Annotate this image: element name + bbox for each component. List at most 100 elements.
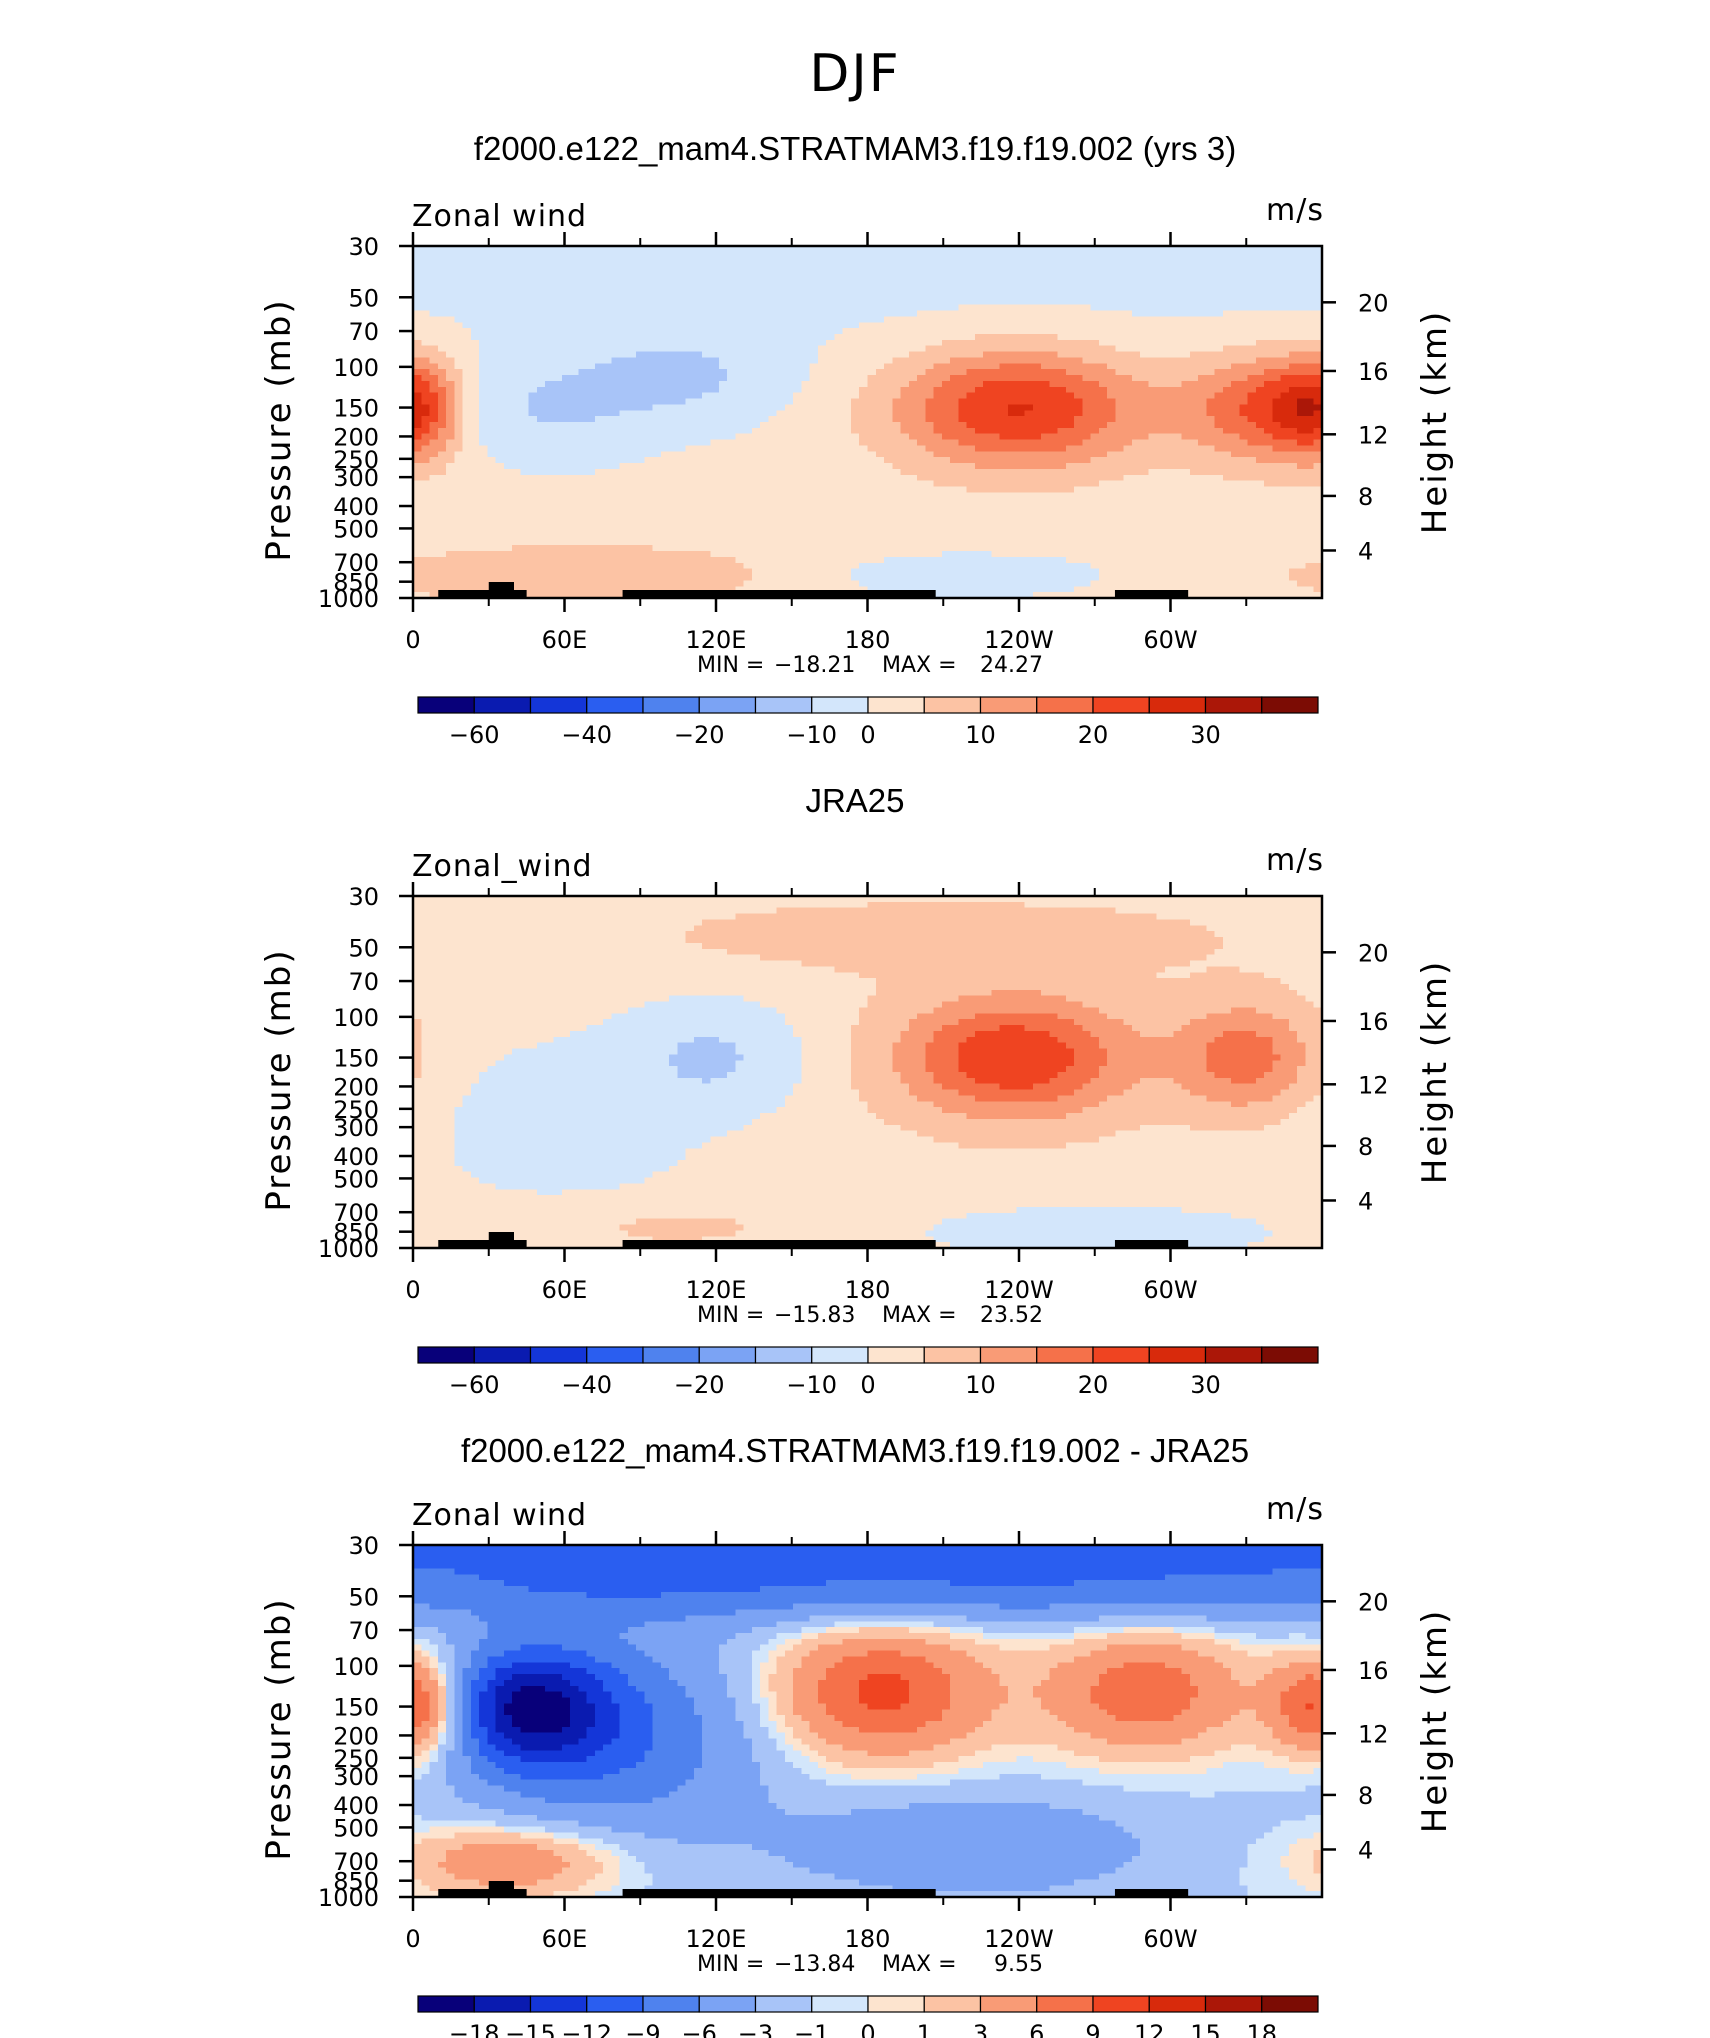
field-cell bbox=[495, 468, 505, 476]
field-cell bbox=[850, 474, 860, 482]
field-cell bbox=[669, 510, 679, 517]
field-cell bbox=[834, 292, 844, 300]
field-cell bbox=[801, 504, 811, 511]
field-cell bbox=[966, 410, 976, 417]
field-cell bbox=[545, 386, 555, 394]
field-cell bbox=[702, 398, 712, 405]
field-cell bbox=[1057, 275, 1067, 282]
field-cell bbox=[735, 287, 745, 294]
field-cell bbox=[586, 375, 596, 382]
field-cell bbox=[850, 257, 860, 265]
field-cell bbox=[743, 281, 753, 288]
field-cell bbox=[991, 246, 1001, 253]
field-cell bbox=[941, 404, 951, 411]
field-cell bbox=[1313, 410, 1323, 417]
field-cell bbox=[693, 445, 703, 452]
field-cell bbox=[1255, 257, 1265, 265]
field-cell bbox=[553, 292, 563, 300]
field-cell bbox=[1032, 369, 1042, 376]
field-cell bbox=[446, 310, 455, 317]
field-cell bbox=[1313, 504, 1323, 511]
field-cell bbox=[495, 369, 505, 376]
field-cell bbox=[784, 463, 794, 470]
field-cell bbox=[801, 457, 811, 464]
field-cell bbox=[784, 498, 794, 505]
field-cell bbox=[941, 263, 951, 271]
field-cell bbox=[884, 427, 893, 435]
field-cell bbox=[768, 404, 778, 411]
field-cell bbox=[1140, 433, 1150, 441]
field-cell bbox=[809, 328, 819, 335]
field-cell bbox=[1131, 386, 1141, 394]
field-cell bbox=[1123, 498, 1133, 505]
field-cell bbox=[1239, 275, 1249, 282]
field-cell bbox=[991, 386, 1001, 394]
field-cell bbox=[768, 275, 778, 282]
field-cell bbox=[1272, 416, 1282, 423]
field-cell bbox=[503, 480, 513, 488]
field-cell bbox=[793, 498, 802, 505]
field-cell bbox=[1173, 375, 1183, 382]
field-cell bbox=[974, 339, 984, 347]
field-cell bbox=[1206, 345, 1216, 353]
field-cell bbox=[611, 480, 621, 488]
field-cell bbox=[867, 422, 877, 429]
field-cell bbox=[859, 251, 869, 259]
field-cell bbox=[487, 345, 497, 353]
field-cell bbox=[875, 433, 885, 441]
field-cell bbox=[727, 269, 736, 276]
field-cell bbox=[1173, 363, 1183, 370]
field-cell bbox=[1016, 369, 1026, 376]
field-cell bbox=[454, 492, 464, 499]
field-cell bbox=[991, 474, 1001, 482]
field-cell bbox=[1214, 322, 1224, 329]
field-cell bbox=[603, 392, 612, 400]
field-cell bbox=[561, 492, 571, 499]
field-cell bbox=[1264, 246, 1274, 253]
field-cell bbox=[1082, 486, 1092, 493]
field-cell bbox=[1313, 492, 1323, 499]
field-cell bbox=[1156, 451, 1166, 458]
field-cell bbox=[421, 310, 431, 317]
field-cell bbox=[801, 251, 811, 259]
field-cell bbox=[1016, 357, 1026, 364]
field-cell bbox=[1173, 427, 1183, 435]
field-cell bbox=[570, 316, 579, 323]
field-cell bbox=[900, 263, 910, 271]
field-cell bbox=[1222, 251, 1232, 259]
field-cell bbox=[1313, 468, 1323, 476]
field-cell bbox=[594, 345, 604, 353]
field-cell bbox=[413, 369, 422, 376]
field-cell bbox=[1107, 445, 1117, 452]
field-cell bbox=[875, 504, 885, 511]
field-cell bbox=[884, 322, 893, 329]
field-cell bbox=[1049, 375, 1059, 382]
field-cell bbox=[1049, 257, 1059, 265]
field-cell bbox=[1148, 363, 1158, 370]
field-cell bbox=[603, 263, 612, 271]
field-cell bbox=[925, 486, 935, 493]
field-cell bbox=[669, 345, 679, 353]
field-cell bbox=[735, 281, 745, 288]
field-cell bbox=[1041, 422, 1050, 429]
field-cell bbox=[826, 251, 836, 259]
field-cell bbox=[991, 404, 1001, 411]
field-cell bbox=[1272, 351, 1282, 359]
field-cell bbox=[652, 246, 662, 253]
field-cell bbox=[1255, 445, 1265, 452]
field-cell bbox=[999, 498, 1009, 505]
field-cell bbox=[1131, 416, 1141, 423]
field-cell bbox=[727, 287, 736, 294]
field-cell bbox=[826, 492, 836, 499]
field-cell bbox=[727, 257, 736, 265]
field-cell bbox=[1057, 257, 1067, 265]
field-cell bbox=[999, 427, 1009, 435]
field-cell bbox=[1173, 416, 1183, 423]
field-cell bbox=[1115, 251, 1125, 259]
field-cell bbox=[652, 251, 662, 259]
field-cell bbox=[660, 334, 670, 341]
field-cell bbox=[669, 339, 679, 347]
field-cell bbox=[1231, 404, 1240, 411]
field-cell bbox=[1115, 292, 1125, 300]
field-cell bbox=[1057, 504, 1067, 511]
